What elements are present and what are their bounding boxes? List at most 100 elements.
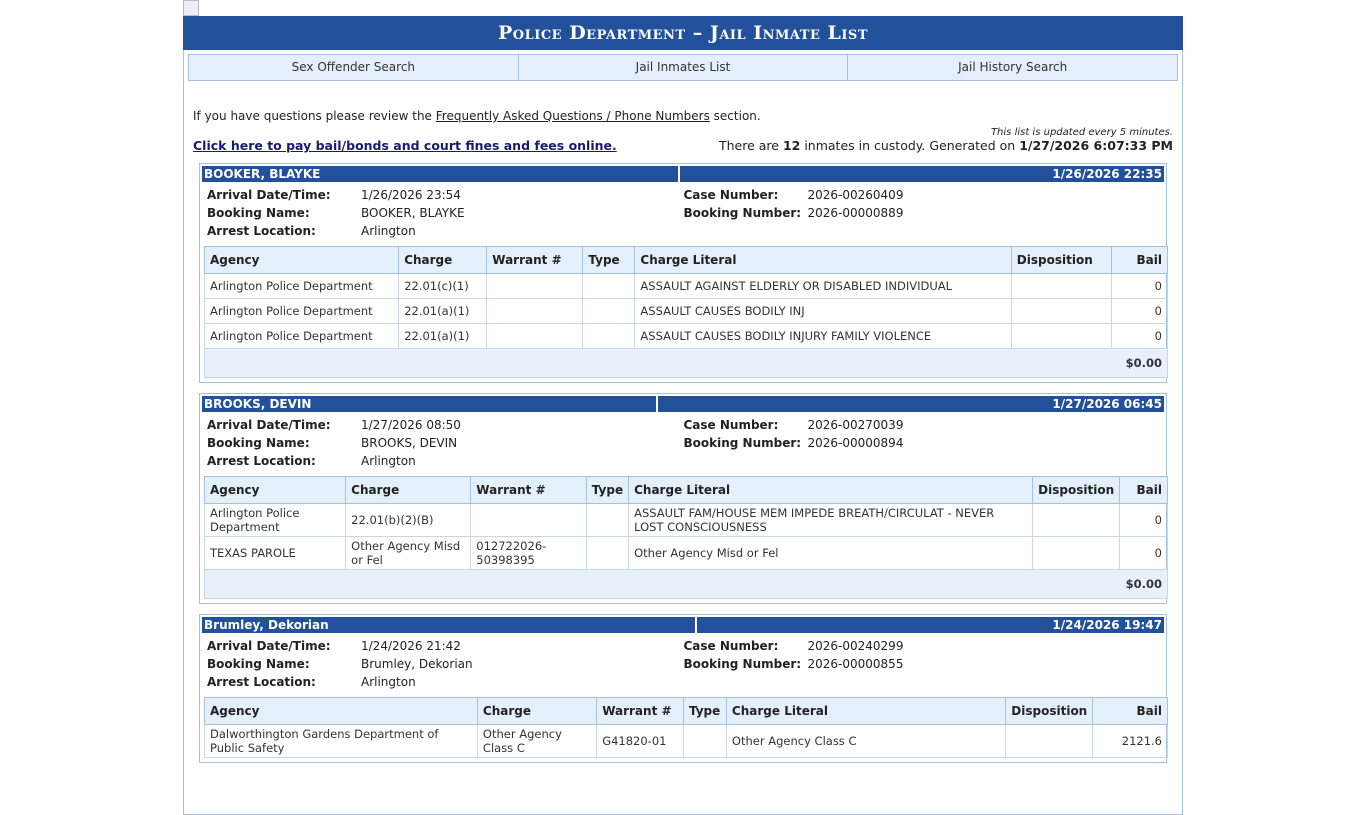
arrival-label: Arrival Date/Time: [207, 188, 331, 202]
charge-cell [585, 536, 630, 570]
charges-header: Agency Charge Warrant # Type Charge Literal D… [204, 697, 1168, 725]
charges-header: Agency Charge Warrant # Type Charge Literal D… [203, 476, 1168, 504]
booking-number-value: 2026-00000894 [807, 436, 904, 450]
charge-cell: ASSAULT CAUSES BODILY INJURY FAMILY VIOL… [634, 323, 1012, 349]
case-number-value: 2026-00240299 [807, 639, 904, 653]
column-header: Type [585, 476, 630, 504]
table-row: TEXAS PAROLE Other Agency Misd or Fel 0127… [203, 536, 1168, 570]
charge-cell [470, 503, 587, 537]
bail-total: $0.00 [204, 569, 1168, 599]
nav-sex-offender-search[interactable]: Sex Offender Search [189, 55, 519, 80]
charge-cell [582, 323, 636, 349]
arrest-location-value: Arlington [361, 224, 416, 238]
charge-cell: 22.01(a)(1) [398, 298, 488, 324]
inmate-count: 12 [782, 138, 801, 153]
intro-prefix: If you have questions please review the [193, 109, 436, 123]
charge-cell: 0 [1119, 536, 1168, 570]
charges-table: Agency Charge Warrant # Type Charge Literal D… [203, 246, 1169, 378]
arrest-location-value: Arlington [361, 454, 416, 468]
inmate-name: Brumley, Dekorian [202, 617, 695, 633]
pay-bail-link[interactable]: Click here to pay bail/bonds and court f… [193, 138, 617, 153]
booking-name-label: Booking Name: [207, 436, 310, 450]
nav-jail-inmates-list[interactable]: Jail Inmates List [519, 55, 849, 80]
nav-bar: Sex Offender Search Jail Inmates List Ja… [188, 54, 1178, 81]
arrival-value: 1/24/2026 21:42 [361, 639, 461, 653]
column-header: Type [582, 246, 636, 274]
generated-time: 1/27/2026 6:07:33 PM [1019, 138, 1173, 153]
content: Sex Offender Search Jail Inmates List Ja… [183, 50, 1183, 815]
custody-summary: There are 12 inmates in custody. Generat… [718, 138, 1173, 153]
charge-cell [486, 298, 584, 324]
nav-jail-history-search[interactable]: Jail History Search [958, 60, 1068, 74]
column-header: Disposition [1010, 246, 1112, 274]
charge-cell: G41820-01 [596, 724, 684, 758]
booking-date: 1/27/2026 06:45 [658, 396, 1164, 412]
charge-cell: Arlington Police Department [203, 503, 347, 537]
charge-cell [585, 503, 630, 537]
charge-cell: Dalworthington Gardens Department of Pub… [204, 724, 478, 758]
update-note: This list is updated every 5 minutes. [990, 127, 1173, 138]
booking-number-value: 2026-00000855 [807, 657, 904, 671]
charge-cell [682, 724, 727, 758]
arrest-location-label: Arrest Location: [207, 675, 316, 689]
charge-cell: ASSAULT AGAINST ELDERLY OR DISABLED INDI… [634, 273, 1012, 299]
column-header: Disposition [1005, 697, 1094, 725]
charge-cell: Arlington Police Department [203, 298, 400, 324]
booking-name-value: Brumley, Dekorian [361, 657, 473, 671]
intro-text: If you have questions please review the … [193, 109, 1178, 123]
column-header: Type [682, 697, 727, 725]
column-header: Charge [398, 246, 488, 274]
intro-suffix: section. [709, 109, 761, 123]
charges-table: Agency Charge Warrant # Type Charge Literal D… [203, 476, 1168, 599]
column-header: Charge Literal [725, 697, 1007, 725]
arrest-location-label: Arrest Location: [207, 224, 316, 238]
column-header: Disposition [1032, 476, 1121, 504]
column-header: Agency [204, 697, 478, 725]
column-header: Agency [203, 246, 400, 274]
charge-cell: Other Agency Class C [476, 724, 598, 758]
booking-date: 1/26/2026 22:35 [680, 166, 1164, 182]
charge-cell: Other Agency Misd or Fel [345, 536, 472, 570]
column-header: Warrant # [470, 476, 587, 504]
arrival-value: 1/26/2026 23:54 [361, 188, 461, 202]
inmate-record: BROOKS, DEVIN 1/27/2026 06:45 Arrival Dat… [199, 393, 1168, 604]
charge-cell [582, 273, 636, 299]
broken-image-icon [183, 0, 199, 16]
table-row: Arlington Police Department 22.01(a)(1) AS… [203, 298, 1169, 324]
arrival-label: Arrival Date/Time: [207, 639, 331, 653]
booking-number-label: Booking Number: [683, 436, 802, 450]
charge-cell [1005, 724, 1094, 758]
case-number-label: Case Number: [683, 188, 779, 202]
charge-cell [1010, 298, 1112, 324]
table-row: Arlington Police Department 22.01(a)(1) AS… [203, 323, 1169, 349]
column-header: Bail [1092, 697, 1168, 725]
charges-table: Agency Charge Warrant # Type Charge Literal D… [204, 697, 1168, 758]
arrest-location-value: Arlington [361, 675, 416, 689]
charge-cell [1010, 273, 1112, 299]
table-row: Arlington Police Department 22.01(b)(2)(B… [203, 503, 1168, 537]
charge-cell: 2121.6 [1092, 724, 1168, 758]
inmate-list: BOOKER, BLAYKE 1/26/2026 22:35 Arrival Da… [188, 163, 1178, 763]
charge-cell: 0 [1110, 273, 1169, 299]
charge-cell [486, 323, 584, 349]
charge-cell: 0 [1110, 323, 1169, 349]
charge-cell: Arlington Police Department [203, 273, 400, 299]
charge-cell: TEXAS PAROLE [203, 536, 347, 570]
arrest-location-label: Arrest Location: [207, 454, 316, 468]
booking-number-value: 2026-00000889 [807, 206, 904, 220]
charge-cell: 22.01(c)(1) [398, 273, 488, 299]
booking-number-label: Booking Number: [683, 206, 802, 220]
charge-cell: ASSAULT FAM/HOUSE MEM IMPEDE BREATH/CIRC… [628, 503, 1034, 537]
charge-cell: 0 [1119, 503, 1168, 537]
bail-total: $0.00 [204, 348, 1168, 378]
charge-cell [582, 298, 636, 324]
booking-number-label: Booking Number: [683, 657, 802, 671]
charge-cell [1032, 503, 1121, 537]
booking-date: 1/24/2026 19:47 [697, 617, 1164, 633]
inmate-name: BROOKS, DEVIN [202, 396, 656, 412]
case-number-label: Case Number: [683, 639, 779, 653]
column-header: Agency [203, 476, 347, 504]
faq-link[interactable]: Frequently Asked Questions / Phone Numbe… [435, 109, 710, 123]
column-header: Charge [476, 697, 598, 725]
column-header: Charge Literal [634, 246, 1012, 274]
